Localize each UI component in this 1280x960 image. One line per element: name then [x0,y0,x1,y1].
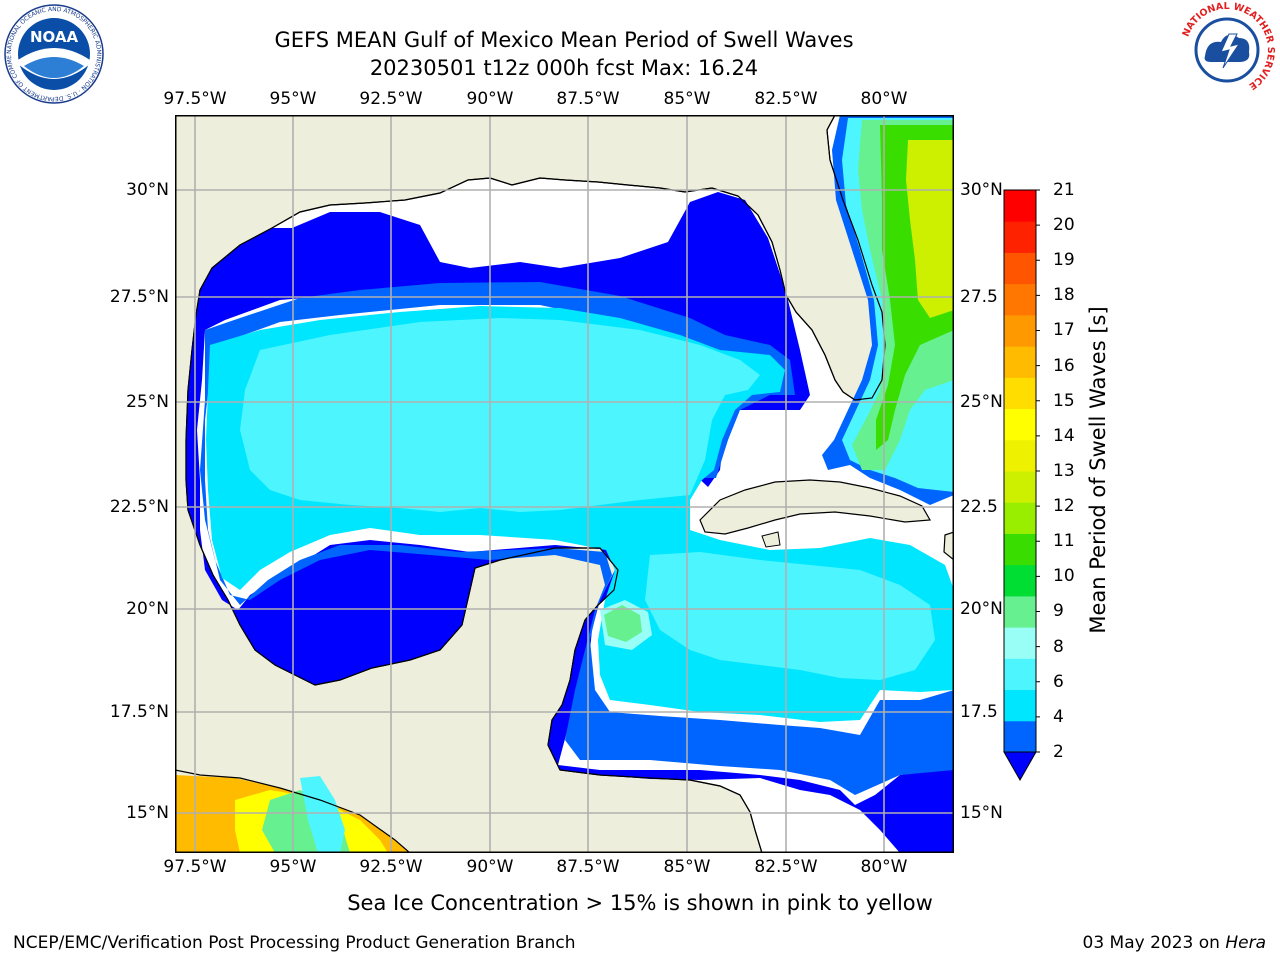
colorbar-extend-arrow [1003,751,1037,782]
colorbar-tick-label: 12 [1053,496,1075,516]
colorbar-segment [1004,252,1036,285]
right-lat-label: 20°N [960,599,1003,619]
colorbar-tick-label: 21 [1053,180,1075,200]
footer-date: 03 May 2023 on Hera [1083,933,1267,953]
left-lat-label: 17.5°N [109,702,169,722]
top-lon-label: 87.5°W [556,89,620,109]
colorbar-segment [1004,314,1036,347]
colorbar-title: Mean Period of Swell Waves [s] [1086,306,1110,634]
colorbar-tick-label: 2 [1053,742,1064,762]
colorbar-segment [1004,439,1036,472]
bottom-lon-label: 85°W [663,857,711,877]
left-lat-label: 20°N [126,599,169,619]
land-isle-of-youth [761,531,781,548]
colorbar-segment [1004,689,1036,722]
right-lat-label: 15°N [960,803,1003,823]
top-lon-label: 95°W [269,89,317,109]
footer-date-text: 03 May 2023 on [1082,933,1220,953]
bottom-lon-label: 90°W [466,857,514,877]
colorbar-tick-label: 16 [1053,356,1075,376]
left-lat-label: 22.5°N [109,497,169,517]
colorbar-tick-label: 14 [1053,426,1075,446]
colorbar-tick-label: 11 [1053,531,1075,551]
colorbar-tick-label: 6 [1053,672,1064,692]
swell-patch-9-10s [604,605,642,642]
colorbar-tick-label: 13 [1053,461,1075,481]
top-lon-label: 82.5°W [754,89,818,109]
colorbar-tick-label: 8 [1053,637,1064,657]
noaa-logo: NATIONAL OCEANIC AND ATMOSPHERIC ADMINIS… [4,4,104,104]
left-lat-label: 30°N [126,180,169,200]
top-lon-label: 90°W [466,89,514,109]
bottom-lon-label: 97.5°W [163,857,227,877]
swell-field-atlantic-yellowgreen [906,140,954,318]
swell-band-light-cyan-caribbean [645,552,935,680]
swell-field-pacific-cyan [300,776,345,853]
graticule [175,115,954,853]
right-lat-label: 25°N [960,392,1003,412]
colorbar-segment [1004,221,1036,253]
colorbar-tick-label: 19 [1053,250,1075,270]
right-lat-label: 22.5 [960,497,998,517]
colorbar-segment [1004,377,1036,410]
right-lat-label: 27.5 [960,287,998,307]
colorbar-segment [1004,190,1036,222]
colorbar-segment [1004,283,1036,316]
colorbar-tick-label: 9 [1053,601,1064,621]
colorbar-segment [1004,720,1036,753]
colorbar-segment [1004,658,1036,691]
colorbar-segment [1004,533,1036,566]
colorbar-tick-label: 10 [1053,566,1075,586]
chart-title: GEFS MEAN Gulf of Mexico Mean Period of … [274,28,854,52]
bottom-lon-label: 87.5°W [556,857,620,877]
colorbar-tick-label: 4 [1053,707,1064,727]
swell-band-blue-north [200,282,954,795]
colorbar-segment [1004,408,1036,441]
chart-subtitle: 20230501 t12z 000h fcst Max: 16.24 [369,56,759,80]
colorbar-tick-label: 15 [1053,391,1075,411]
colorbar-tick-label: 20 [1053,215,1075,235]
noaa-text: NOAA [30,28,79,46]
swell-band-light-cyan-gulf [240,318,760,512]
top-lon-label: 92.5°W [359,89,423,109]
colorbar [1003,189,1040,782]
colorbar-segment [1004,471,1036,503]
footer-organization: NCEP/EMC/Verification Post Processing Pr… [13,933,576,953]
map-frame [175,115,954,853]
sea-ice-note: Sea Ice Concentration > 15% is shown in … [347,891,933,915]
map-plot-area [175,115,954,853]
right-lat-label: 30°N [960,180,1003,200]
top-lon-label: 85°W [663,89,711,109]
colorbar-segment [1004,595,1036,628]
right-lat-label: 17.5 [960,702,998,722]
nws-logo: NATIONAL WEATHER SERVICE [1179,1,1276,98]
left-lat-label: 27.5°N [109,287,169,307]
left-lat-label: 25°N [126,392,169,412]
land-hispaniola [943,531,954,561]
bottom-lon-label: 82.5°W [754,857,818,877]
bottom-lon-label: 92.5°W [359,857,423,877]
coastline-north-america [185,115,886,853]
bottom-lon-label: 95°W [269,857,317,877]
colorbar-segment [1004,346,1036,378]
footer-host: Hera [1225,933,1266,953]
coastline-pacific [175,769,411,853]
colorbar-tick-label: 17 [1053,320,1075,340]
colorbar-segment [1004,627,1036,659]
colorbar-segment [1004,564,1036,597]
bottom-lon-label: 80°W [860,857,908,877]
colorbar-segment [1004,502,1036,534]
colorbar-tick-label: 18 [1053,285,1075,305]
left-lat-label: 15°N [126,803,169,823]
top-lon-label: 97.5°W [163,89,227,109]
top-lon-label: 80°W [860,89,908,109]
